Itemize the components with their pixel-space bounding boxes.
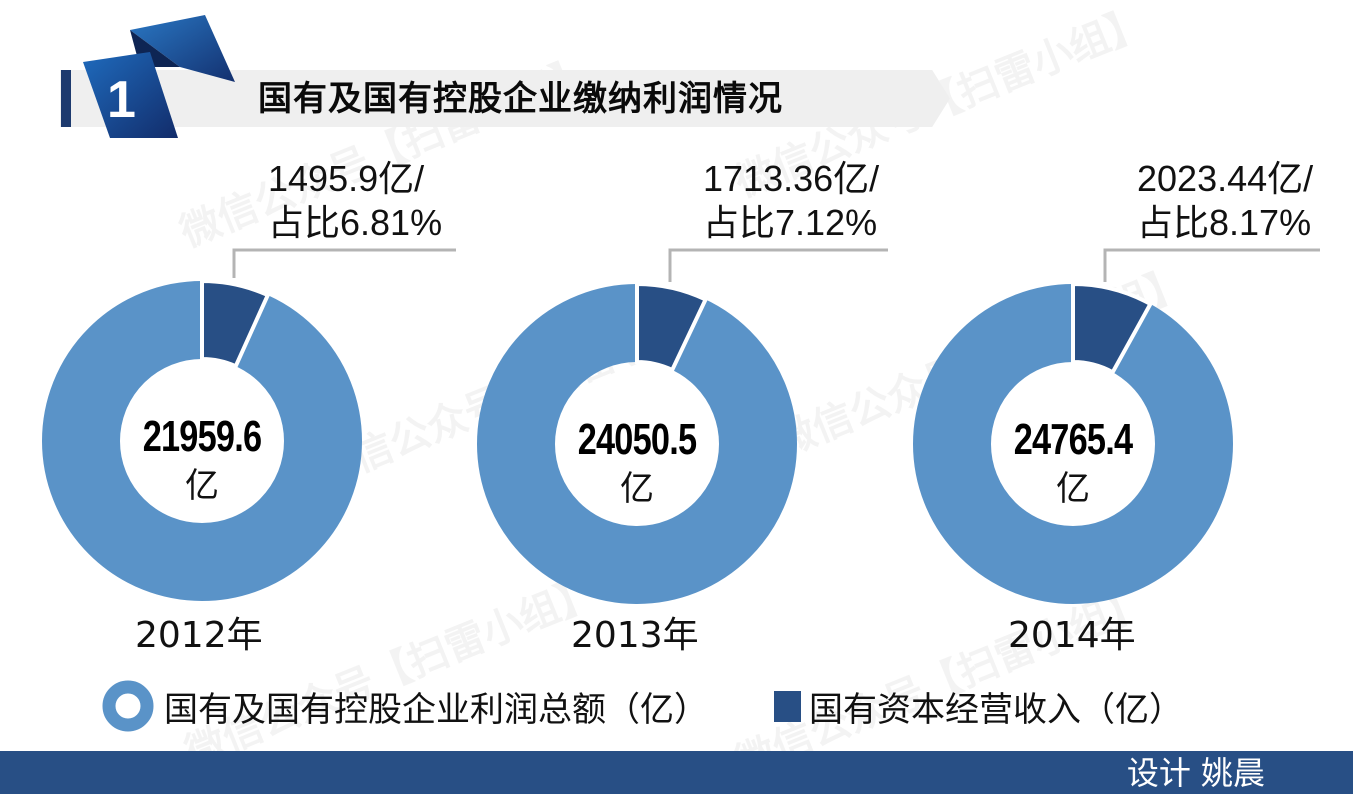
legend-label: 国有资本经营收入（亿） [809, 689, 1183, 730]
annotation-2014: 2023.44亿/ 占比8.17% [1137, 157, 1313, 245]
center-value-2014: 24765.4 [1013, 415, 1133, 464]
annotation-2013: 1713.36亿/ 占比7.12% [703, 157, 879, 245]
annotation-share: 占比6.81% [268, 202, 443, 243]
ring-swatch-icon [102, 680, 154, 732]
donut-charts [42, 248, 1320, 604]
donut-2013 [477, 248, 888, 604]
donut-2012 [42, 248, 456, 601]
center-value-2013: 24050.5 [577, 415, 697, 464]
annotation-value: 1713.36亿/ [703, 158, 880, 199]
center-unit-2012: 亿 [185, 466, 219, 506]
title-accent-bar [61, 70, 71, 127]
square-swatch-icon [774, 690, 801, 722]
designer-credit: 设计 姚晨 [1126, 754, 1265, 792]
donut-2014 [913, 248, 1320, 604]
annotation-value: 1495.9亿/ [268, 158, 425, 199]
center-unit-2013: 亿 [620, 469, 654, 509]
annotation-value: 2023.44亿/ [1137, 158, 1314, 199]
year-label-2014: 2014年 [1008, 615, 1136, 656]
annotation-share: 占比8.17% [1137, 202, 1312, 243]
ribbon-badge-icon [83, 15, 235, 138]
year-label-2013: 2013年 [571, 615, 699, 656]
footer-band [0, 751, 1353, 794]
page-title: 国有及国有控股企业缴纳利润情况 [258, 79, 783, 119]
title-band [60, 70, 950, 127]
center-value-2012: 21959.6 [142, 412, 262, 461]
section-number: 1 [107, 71, 136, 129]
year-label-2012: 2012年 [135, 615, 263, 656]
legend-label: 国有及国有控股企业利润总额（亿） [164, 689, 708, 730]
annotation-share: 占比7.12% [703, 202, 878, 243]
legend-item-total-profit: 国有及国有控股企业利润总额（亿） [102, 680, 708, 732]
legend-item-state-capital-income: 国有资本经营收入（亿） [774, 684, 1183, 730]
annotation-2012: 1495.9亿/ 占比6.81% [268, 157, 442, 245]
center-unit-2014: 亿 [1056, 469, 1090, 509]
